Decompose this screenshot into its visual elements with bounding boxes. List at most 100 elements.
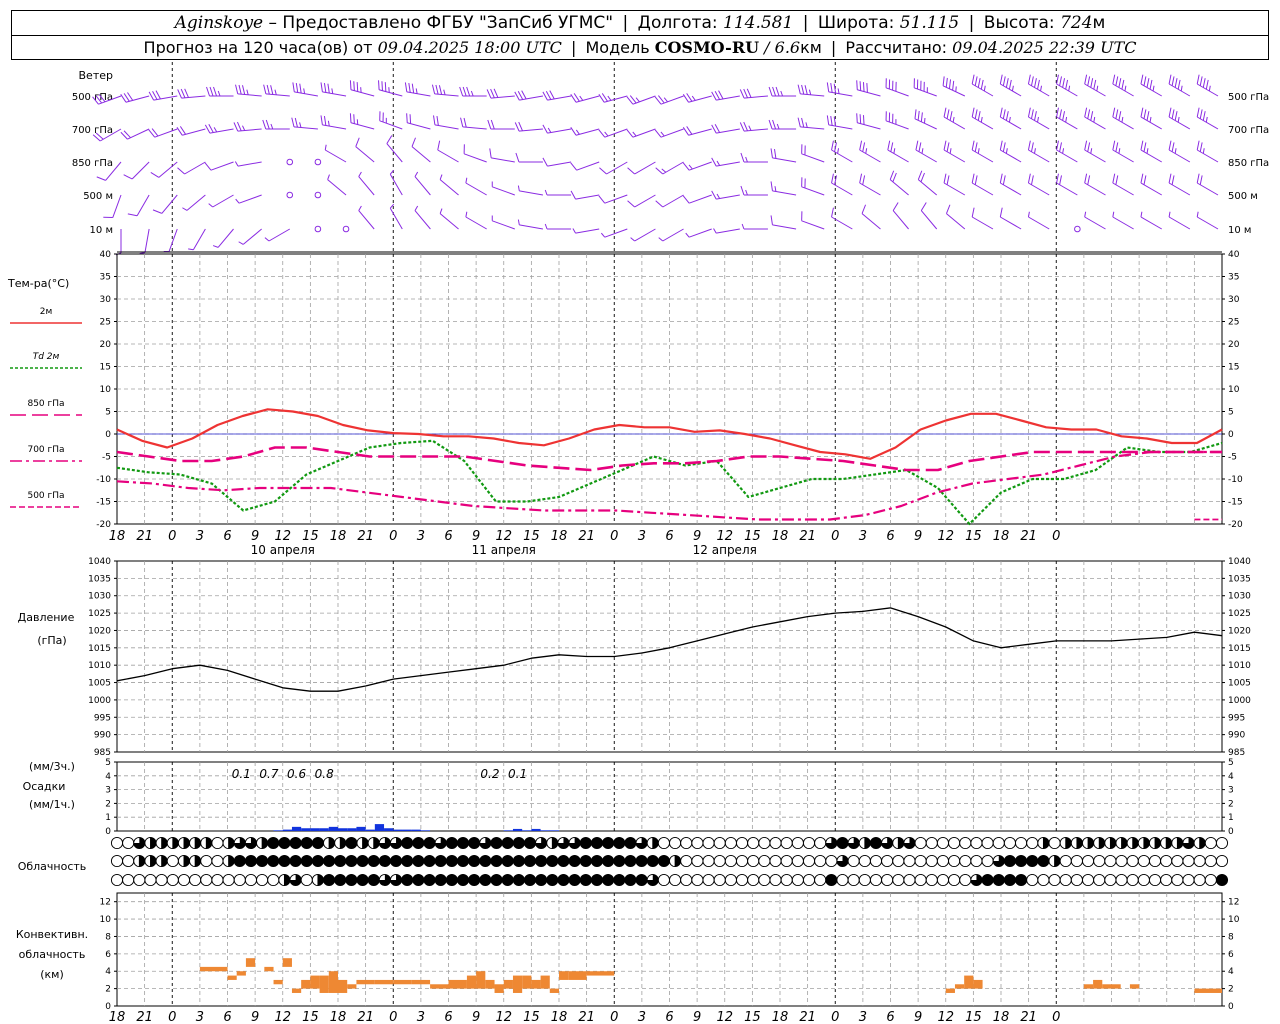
wind-barb-shaft bbox=[1000, 149, 1022, 163]
wind-barb-feather bbox=[120, 94, 127, 103]
wind-barb-feather bbox=[1030, 175, 1034, 185]
cloud-symbol-outline bbox=[702, 836, 715, 850]
wind-barb bbox=[139, 228, 150, 255]
wind-barb-feather bbox=[437, 140, 441, 151]
cloud-symbol-outline bbox=[1160, 854, 1173, 868]
wind-barb-feather bbox=[714, 123, 721, 133]
cloud-symbol-outline bbox=[814, 836, 827, 850]
cloud-symbol-outline bbox=[814, 854, 827, 868]
x-tick-label: 15 bbox=[302, 529, 319, 544]
x-tick-label: 21 bbox=[799, 529, 816, 544]
wind-barb-feather bbox=[320, 115, 323, 125]
wind-barb-feather bbox=[573, 93, 580, 102]
cloud-symbol-outline bbox=[1126, 873, 1139, 887]
wind-barb bbox=[943, 140, 966, 163]
wind-barb-feather bbox=[514, 122, 520, 132]
cloud-symbol-overcast bbox=[569, 874, 581, 886]
station-name: Aginskoye bbox=[174, 13, 264, 33]
wind-barb-feather bbox=[914, 109, 917, 119]
cloud-symbol-outline bbox=[948, 873, 961, 887]
cloud-symbol-fill bbox=[150, 855, 157, 867]
wind-barb-half-feather bbox=[242, 125, 246, 131]
wind-barb-feather bbox=[977, 111, 981, 121]
wind-barb-feather bbox=[353, 81, 355, 91]
wind-barb-half-feather bbox=[977, 148, 980, 154]
wind-barb-feather bbox=[945, 77, 948, 88]
wind-barb-half-feather bbox=[1062, 148, 1065, 154]
convective-cloud-bar bbox=[264, 966, 274, 972]
wind-barb bbox=[177, 88, 206, 99]
wind-barb-shaft bbox=[1084, 182, 1106, 196]
wind-barb-half-feather bbox=[983, 85, 986, 92]
cloud-symbol-fill bbox=[373, 837, 380, 849]
cloud-symbol-outline bbox=[948, 854, 961, 868]
wind-barb-feather bbox=[999, 173, 1003, 184]
wind-barb-feather bbox=[1027, 74, 1031, 85]
wind-barb-feather bbox=[570, 162, 578, 171]
wind-barb-feather bbox=[711, 157, 717, 167]
precip-bar bbox=[531, 828, 541, 831]
wind-calm-mark bbox=[286, 191, 294, 199]
wind-barb bbox=[188, 228, 206, 251]
wind-barb-half-feather bbox=[1084, 211, 1087, 218]
x-tick-label: 12 bbox=[716, 529, 733, 544]
wind-barb-shaft bbox=[859, 182, 881, 196]
wind-barb-half-feather bbox=[685, 232, 690, 238]
cloud-symbol-outline bbox=[758, 836, 771, 850]
wind-barb-shaft bbox=[519, 95, 544, 101]
cloud-symbol-overcast bbox=[546, 855, 558, 867]
cloud-symbol-outline bbox=[914, 836, 927, 850]
wind-barb-feather bbox=[1196, 107, 1200, 118]
wind-barb-half-feather bbox=[139, 252, 146, 255]
wind-barb-feather bbox=[466, 86, 471, 97]
wind-barb-shaft bbox=[161, 194, 178, 214]
x-tick-label: 18 bbox=[109, 529, 126, 544]
wind-barb-feather bbox=[861, 204, 867, 214]
cloud-symbol-overcast bbox=[368, 874, 380, 886]
wind-barb-shaft bbox=[801, 153, 825, 163]
wind-barb bbox=[856, 113, 881, 130]
convective-label-2: облачность bbox=[19, 948, 86, 961]
x-tick-label-bottom: 21 bbox=[1020, 1010, 1037, 1024]
cloud-symbol-outline bbox=[1148, 873, 1162, 887]
wind-barb-feather bbox=[859, 114, 862, 124]
cloud-symbol-fill bbox=[172, 837, 179, 849]
wind-barb-feather bbox=[971, 140, 975, 151]
wind-barb-feather bbox=[411, 83, 415, 94]
wind-barb-feather bbox=[801, 84, 805, 95]
cloud-symbol-outline bbox=[936, 873, 950, 887]
wind-barb-shaft bbox=[1056, 116, 1078, 130]
wind-barb-feather bbox=[542, 157, 548, 167]
wind-barb-shaft bbox=[887, 149, 909, 163]
wind-barb bbox=[1084, 140, 1106, 163]
cloud-symbol-overcast bbox=[301, 855, 313, 867]
cloud-symbol-outline bbox=[1126, 854, 1139, 868]
wind-barb-feather bbox=[406, 113, 408, 123]
y-tick-label: 5 bbox=[1228, 408, 1234, 418]
wind-barb bbox=[431, 84, 459, 97]
wind-barb bbox=[103, 194, 122, 219]
wind-barb bbox=[262, 119, 290, 130]
convective-cloud-bar bbox=[586, 971, 615, 976]
wind-barb-feather bbox=[711, 124, 717, 134]
wind-barb-feather bbox=[859, 140, 863, 151]
wind-barb-feather bbox=[1030, 142, 1034, 152]
wind-barb bbox=[238, 228, 262, 245]
cloud-symbol-outline bbox=[1215, 854, 1229, 868]
cloud-symbol-overcast bbox=[278, 837, 291, 849]
wind-barb bbox=[465, 211, 487, 230]
cloud-symbol-outline bbox=[1137, 873, 1150, 887]
cloud-symbol-overcast bbox=[836, 837, 849, 849]
cloud-symbol-outline bbox=[858, 873, 871, 887]
convective-cloud-bar bbox=[973, 979, 983, 989]
cloud-symbol-fill bbox=[284, 874, 291, 886]
x-tick-label-bottom: 3 bbox=[196, 1010, 204, 1024]
wind-barb-half-feather bbox=[808, 89, 812, 95]
precip-unit-3h: (мм/3ч.) bbox=[29, 760, 75, 773]
wind-barb-shaft bbox=[604, 228, 628, 238]
cloud-symbol-outline bbox=[680, 854, 693, 868]
cloud-symbol-overcast bbox=[524, 874, 536, 886]
wind-barb bbox=[570, 161, 600, 171]
x-tick-label-bottom: 0 bbox=[831, 1010, 839, 1024]
wind-barb-feather bbox=[1084, 140, 1088, 151]
